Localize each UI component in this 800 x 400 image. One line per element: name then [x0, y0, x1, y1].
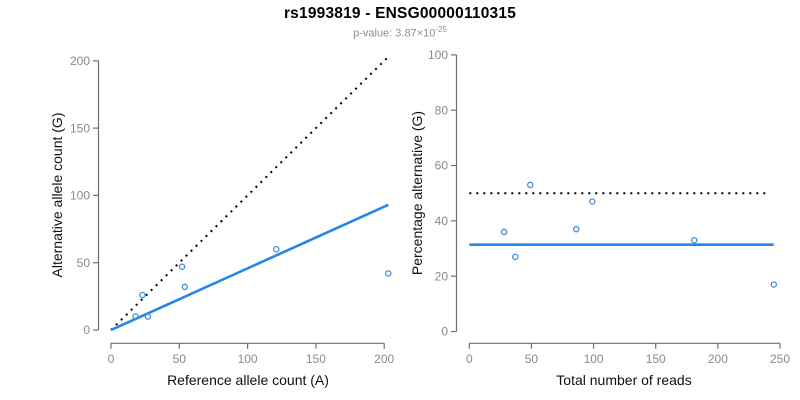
percentage-alternative-data-point [690, 236, 698, 244]
pvalue-exponent: -25 [435, 25, 447, 34]
allele-counts-x-tick-label: 0 [108, 352, 115, 366]
percentage-alternative-data-point [770, 281, 778, 288]
percentage-alternative-x-tick-label: 250 [770, 352, 790, 366]
percentage-alternative-x-tick-label: 150 [646, 352, 666, 366]
allele-counts-data-point [273, 245, 280, 253]
page-title: rs1993819 - ENSG00000110315 [283, 5, 517, 22]
percentage-alternative-y-tick-label: 20 [435, 269, 449, 283]
allele-counts-y-tick-label: 0 [83, 323, 90, 337]
allele-counts-data-point [181, 283, 189, 291]
percentage-alternative-y-tick-label: 0 [441, 325, 448, 339]
percentage-alternative-data-point [589, 198, 596, 205]
allele-counts-x-tick-label: 100 [238, 352, 258, 366]
percentage-alternative-x-tick-label: 100 [584, 352, 604, 366]
left-x-axis-label: Reference allele count (A) [167, 372, 329, 388]
allele-counts-data-point [132, 313, 139, 320]
percentage-alternative-y-tick-label: 80 [435, 103, 449, 117]
allele-counts-data-point [178, 263, 186, 270]
right-x-axis-label: Total number of reads [556, 372, 692, 388]
allele-counts-y-tick-label: 50 [77, 256, 91, 270]
percentage-alternative-x-tick-label: 200 [708, 352, 728, 366]
allele-counts-y-tick-label: 150 [70, 121, 90, 135]
pvalue-subtitle: p-value: 3.87×10-25 [0, 25, 800, 40]
allele-counts-x-tick-label: 50 [173, 352, 187, 366]
percentage-alternative-data-point [526, 181, 534, 189]
percentage-alternative-data-point [500, 228, 508, 236]
right-y-axis-label: Percentage alternative (G) [409, 110, 425, 276]
allele-counts-y-tick-label: 100 [70, 189, 90, 203]
percentage-alternative-y-tick-label: 100 [428, 48, 448, 62]
allele-counts-y-tick-label: 200 [70, 54, 90, 68]
percentage-alternative-y-tick-label: 40 [435, 214, 449, 228]
percentage-alternative-y-tick-label: 60 [435, 159, 449, 173]
percentage-alternative-x-tick-label: 50 [525, 352, 539, 366]
percentage-alternative-data-point [512, 253, 519, 261]
allele-counts-data-point [385, 270, 392, 277]
pvalue-text: p-value: 3.87×10 [353, 27, 436, 40]
allele-counts-x-tick-label: 150 [306, 352, 326, 366]
percentage-alternative-data-point [572, 225, 580, 233]
percentage-alternative-x-tick-label: 0 [466, 352, 473, 366]
expected-ratio-line [110, 203, 389, 332]
allele-counts-x-tick-label: 200 [374, 352, 394, 366]
allele-counts-data-point [139, 291, 146, 299]
identity-line [110, 56, 389, 331]
left-y-axis-label: Alternative allele count (G) [49, 112, 65, 278]
allele-counts-data-point [144, 313, 152, 320]
